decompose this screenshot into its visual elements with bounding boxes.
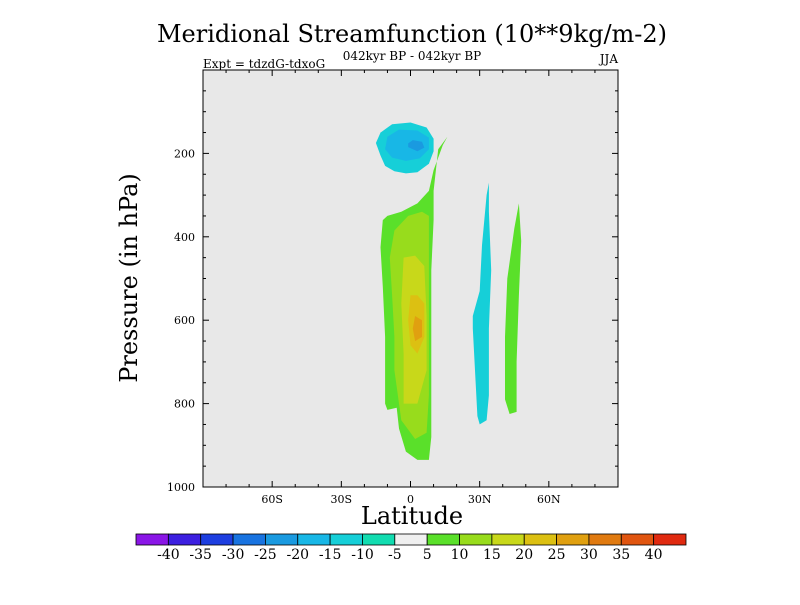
colorbar-label-0: -40	[157, 547, 180, 563]
colorbar-box-6	[329, 533, 363, 546]
colorbar-box-5	[297, 533, 331, 546]
right-subtitle: JJA	[598, 52, 619, 66]
center-subtitle: 042kyr BP - 042kyr BP	[343, 49, 481, 63]
colorbar-label-8: 5	[423, 547, 432, 563]
colorbar-label-6: -10	[351, 547, 374, 563]
x-axis-title: Latitude	[361, 502, 463, 530]
x-tick-label-4: 60N	[537, 493, 561, 506]
y-axis-title: Pressure (in hPa)	[115, 173, 143, 383]
colorbar-box-10	[459, 533, 493, 546]
colorbar-label-15: 40	[645, 547, 663, 563]
x-tick-label-2: 0	[407, 493, 414, 506]
colorbar-label-5: -15	[319, 547, 342, 563]
colorbar-label-10: 15	[483, 547, 501, 563]
colorbar-label-4: -20	[287, 547, 310, 563]
contour-main-cell-25	[412, 316, 422, 342]
y-tick-label-4: 1000	[167, 481, 195, 494]
colorbar-box-11	[491, 533, 525, 546]
colorbar-box-0	[135, 533, 169, 546]
colorbar-box-13	[556, 533, 590, 546]
chart-title: Meridional Streamfunction (10**9kg/m-2)	[157, 20, 667, 48]
colorbar-box-15	[620, 533, 655, 546]
left-subtitle: Expt = tdzdG-tdxoG	[203, 57, 325, 71]
colorbar-label-13: 30	[580, 547, 598, 563]
colorbar-box-12	[523, 533, 557, 546]
colorbar-label-3: -25	[254, 547, 277, 563]
colorbar-box-1	[167, 533, 202, 546]
tick-layer: 60S 30S 0 30N 60N 200 400 600 800 1000	[167, 70, 618, 506]
contour-band-30n-minus10	[472, 182, 492, 425]
y-tick-label-3: 800	[174, 398, 195, 411]
colorbar-box-2	[200, 533, 234, 546]
colorbar-box-4	[265, 533, 299, 546]
colorbar-box-8	[394, 533, 428, 546]
colorbar-box-14	[588, 533, 622, 546]
x-tick-label-1: 30S	[331, 493, 353, 506]
colorbar-box-16	[653, 533, 687, 546]
colorbar: -40 -35 -30 -25 -20 -15 -10 -5 5 10 15 20 25 30 35 40	[135, 533, 687, 563]
contour-upper-cell-minus15	[385, 129, 429, 161]
x-tick-label-3: 30N	[468, 493, 492, 506]
y-tick-label-1: 400	[174, 231, 195, 244]
colorbar-label-1: -35	[189, 547, 212, 563]
y-tick-label-2: 600	[174, 314, 195, 327]
colorbar-label-2: -30	[222, 547, 245, 563]
colorbar-box-9	[426, 533, 460, 546]
colorbar-label-11: 20	[515, 547, 533, 563]
colorbar-box-3	[232, 533, 266, 546]
contour-upper-cell-minus20	[408, 140, 425, 152]
colorbar-box-7	[362, 533, 396, 546]
contour-layer	[375, 122, 522, 460]
colorbar-label-12: 25	[548, 547, 566, 563]
colorbar-label-7: -5	[388, 547, 402, 563]
y-tick-label-0: 200	[174, 147, 195, 160]
contour-band-45n-5	[505, 203, 522, 414]
x-tick-label-0: 60S	[261, 493, 283, 506]
colorbar-label-9: 10	[451, 547, 469, 563]
colorbar-label-14: 35	[612, 547, 630, 563]
